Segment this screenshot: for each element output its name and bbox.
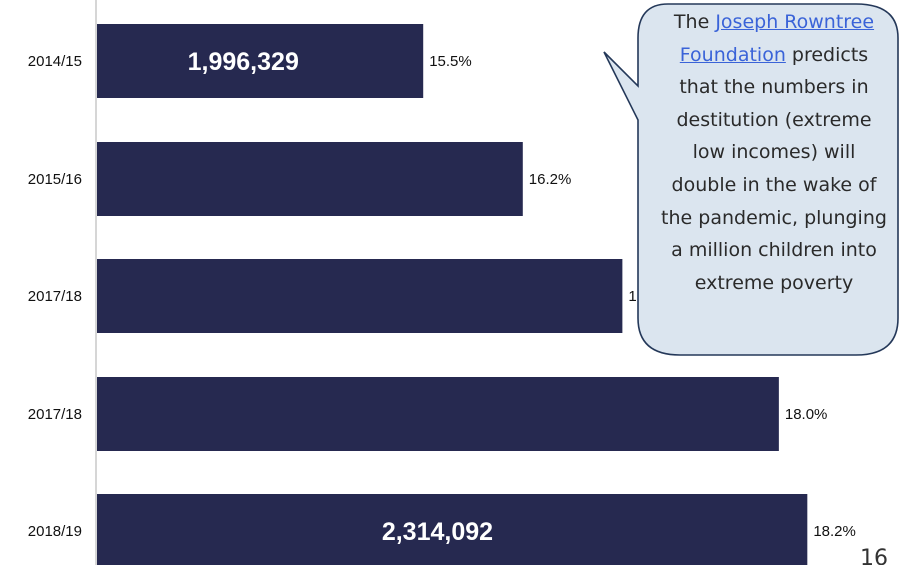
joseph-rowntree-foundation-link[interactable]: Joseph Rowntree Foundation <box>679 11 875 66</box>
category-label: 2014/15 <box>28 53 82 70</box>
percent-label: 16.2% <box>529 171 572 188</box>
category-label: 2017/18 <box>28 406 82 423</box>
callout-text-before: The <box>673 11 716 33</box>
category-label: 2017/18 <box>28 288 82 305</box>
percent-label: 15.5% <box>429 53 472 70</box>
bar <box>97 494 808 565</box>
bar-value-label: 2,314,092 <box>382 518 493 546</box>
callout-text: The Joseph Rowntree Foundation predicts … <box>660 6 888 299</box>
category-label: 2015/16 <box>28 171 82 188</box>
percent-label: 18.0% <box>785 406 828 423</box>
bar-value-label: 1,996,329 <box>188 48 299 76</box>
callout-text-after: predicts that the numbers in destitution… <box>661 43 887 294</box>
bar <box>97 142 523 216</box>
category-label: 2018/19 <box>28 523 82 540</box>
bar <box>97 24 424 98</box>
bar <box>97 259 623 333</box>
page-number: 16 <box>860 546 888 565</box>
bar <box>97 377 779 451</box>
percent-label: 18.2% <box>813 523 856 540</box>
callout-bubble <box>603 3 899 356</box>
